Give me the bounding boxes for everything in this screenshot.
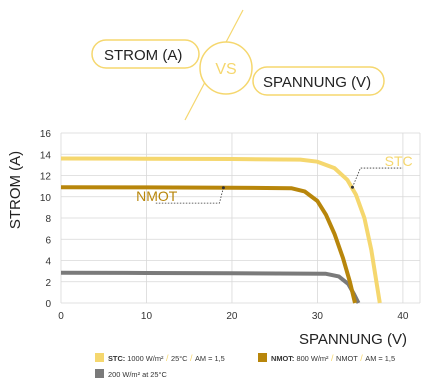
right-label: SPANNUNG (V) xyxy=(263,74,371,91)
legend: STC: 1000 W/m² / 25°C / AM = 1,5 NMOT: 80… xyxy=(95,353,395,379)
stc-callout-dot xyxy=(350,185,354,189)
left-label: STROM (A) xyxy=(104,47,182,64)
y-tick-labels: 0 2 4 6 8 10 12 14 16 xyxy=(40,129,52,310)
y-tick-label: 8 xyxy=(45,214,51,225)
x-tick-label: 20 xyxy=(226,311,238,322)
y-axis-label: STROM (A) xyxy=(7,151,24,229)
vs-circle xyxy=(199,41,253,95)
header-graphic: STROM (A) VS SPANNUNG (V) xyxy=(91,9,385,121)
legend-entry-200: 200 W/m² at 25°C xyxy=(108,370,167,379)
legend-part: AM = 1,5 xyxy=(195,354,225,363)
nmot-callout-dot xyxy=(221,186,225,190)
legend-part: AM = 1,5 xyxy=(365,354,395,363)
annotations: STC NMOT xyxy=(136,153,413,204)
stc-callout-line xyxy=(352,167,403,188)
y-tick-label: 12 xyxy=(40,172,52,183)
y-tick-label: 6 xyxy=(45,235,51,246)
legend-part: 25°C xyxy=(171,354,188,363)
legend-part: 200 W/m² at 25°C xyxy=(108,370,167,379)
x-tick-labels: 0 10 20 30 40 xyxy=(58,311,409,322)
right-label-pill xyxy=(252,66,385,96)
legend-bold: STC: xyxy=(108,354,127,363)
y-tick-label: 4 xyxy=(45,257,51,268)
series-lines xyxy=(60,156,382,304)
x-tick-label: 10 xyxy=(141,311,153,322)
legend-swatch xyxy=(95,353,104,362)
x-tick-label: 0 xyxy=(58,311,64,322)
legend-separator: / xyxy=(358,353,366,363)
nmot-callout-line xyxy=(155,187,224,204)
y-tick-label: 10 xyxy=(40,193,52,204)
series-line-stc xyxy=(60,156,382,304)
x-axis-label: SPANNUNG (V) xyxy=(299,331,407,348)
legend-bold: NMOT: xyxy=(271,354,296,363)
stc-annotation: STC xyxy=(385,153,413,169)
left-label-pill xyxy=(91,39,200,69)
x-tick-label: 30 xyxy=(312,311,324,322)
legend-entry-stc: STC: 1000 W/m² / 25°C / AM = 1,5 xyxy=(108,353,225,363)
legend-swatch xyxy=(95,369,104,378)
y-tick-label: 2 xyxy=(45,278,51,289)
legend-part: 1000 W/m² xyxy=(127,354,164,363)
y-tick-label: 14 xyxy=(40,150,52,161)
legend-entry-nmot: NMOT: 800 W/m² / NMOT / AM = 1,5 xyxy=(271,353,395,363)
x-tick-label: 40 xyxy=(397,311,409,322)
y-tick-label: 16 xyxy=(40,129,52,140)
series-line-nmot xyxy=(60,185,357,304)
nmot-annotation: NMOT xyxy=(136,188,178,204)
legend-separator: / xyxy=(187,353,195,363)
legend-part: NMOT xyxy=(336,354,358,363)
y-tick-label: 0 xyxy=(45,299,51,310)
legend-separator: / xyxy=(163,353,171,363)
legend-swatch xyxy=(258,353,267,362)
vs-label: VS xyxy=(215,61,236,78)
series-line-200-w-m-at-25-c xyxy=(60,270,361,304)
legend-part: 800 W/m² xyxy=(296,354,329,363)
legend-separator: / xyxy=(328,353,336,363)
